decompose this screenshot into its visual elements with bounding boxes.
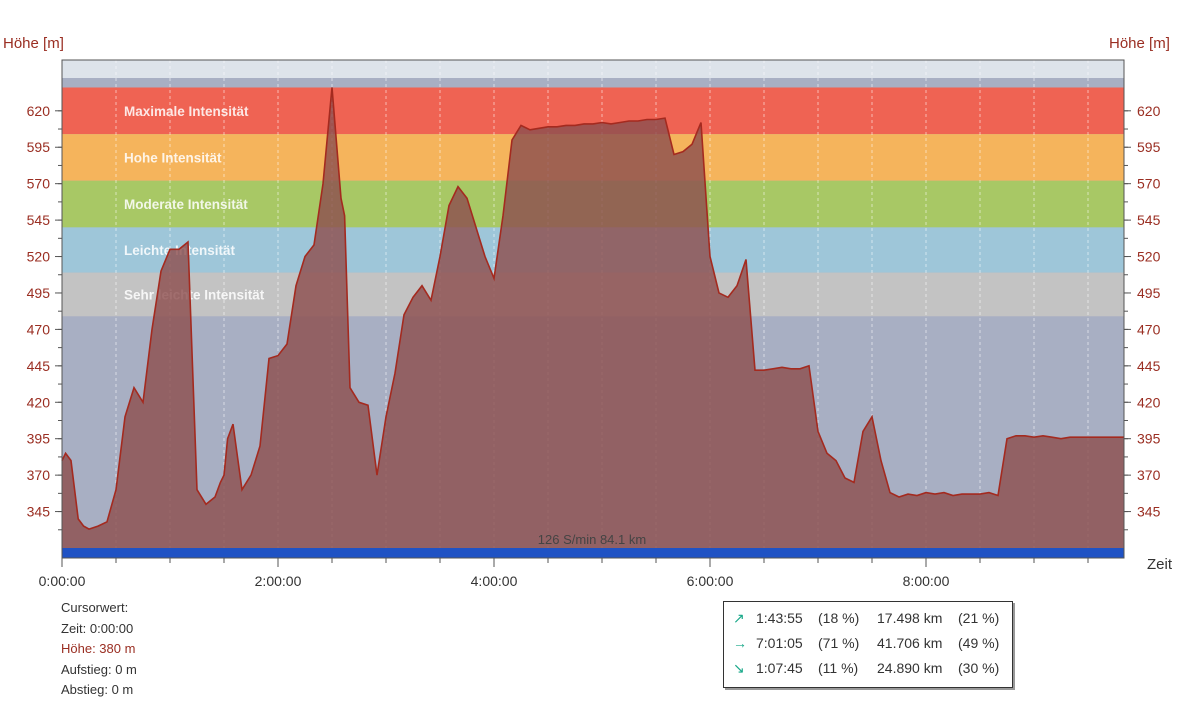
y-tick-label-left: 570 bbox=[27, 176, 51, 192]
y-tick-label-right: 395 bbox=[1137, 431, 1161, 447]
stat-distance: 17.498 km bbox=[877, 610, 943, 626]
cursor-heading: Cursorwert: bbox=[61, 600, 129, 615]
plot-frame bbox=[61, 59, 1125, 559]
cursor-info-panel: Cursorwert: Zeit: 0:00:00 Höhe: 380 m Au… bbox=[61, 598, 137, 701]
cursor-time: Zeit: 0:00:00 bbox=[61, 620, 134, 636]
elevation-area bbox=[62, 87, 1124, 548]
cursor-ascent: Aufstieg: 0 m bbox=[61, 661, 137, 677]
descent-arrow-icon: ↘ bbox=[733, 660, 745, 676]
grade-bar bbox=[62, 548, 1124, 558]
x-tick-label: 0:00:00 bbox=[39, 573, 86, 589]
stat-time-pct: (11 %) bbox=[818, 660, 859, 676]
x-tick-label: 4:00:00 bbox=[471, 573, 518, 589]
y-axis-label-left: Höhe [m] bbox=[3, 35, 64, 52]
stat-dist-pct: (49 %) bbox=[958, 635, 1000, 651]
cursor-descent: Abstieg: 0 m bbox=[61, 682, 134, 697]
zone-label: Hohe Intensität bbox=[124, 150, 222, 165]
y-tick-label-left: 445 bbox=[27, 358, 51, 374]
y-tick-label-right: 445 bbox=[1137, 358, 1161, 374]
zone-label: Sehr leichte Intensität bbox=[124, 287, 265, 302]
statistics-panel: ↗ 1:43:55 (18 %) 17.498 km (21 %) → 7:01… bbox=[723, 601, 1013, 688]
cursor-height: Höhe: 380 m bbox=[61, 641, 136, 656]
zone-label: Moderate Intensität bbox=[124, 197, 248, 212]
stat-distance: 41.706 km bbox=[877, 635, 943, 651]
stat-distance: 24.890 km bbox=[877, 660, 943, 676]
stat-time-pct: (18 %) bbox=[818, 610, 860, 626]
stat-row-flat: → 7:01:05 (71 %) 41.706 km (49 %) bbox=[724, 635, 1012, 657]
plot-top-band bbox=[62, 60, 1124, 78]
stat-time: 1:07:45 bbox=[756, 660, 803, 676]
y-tick-label-right: 345 bbox=[1137, 504, 1161, 520]
y-tick-label-right: 420 bbox=[1137, 394, 1161, 410]
y-tick-label-left: 520 bbox=[27, 249, 51, 265]
flat-arrow-icon: → bbox=[733, 635, 747, 651]
y-tick-label-right: 620 bbox=[1137, 103, 1161, 119]
y-tick-label-left: 370 bbox=[27, 467, 51, 483]
stat-time: 7:01:05 bbox=[756, 635, 803, 651]
y-tick-label-right: 570 bbox=[1137, 176, 1161, 192]
x-tick-label: 6:00:00 bbox=[687, 573, 734, 589]
y-tick-label-left: 595 bbox=[27, 139, 51, 155]
y-tick-label-left: 345 bbox=[27, 504, 51, 520]
y-axis-label-right: Höhe [m] bbox=[1109, 35, 1170, 52]
y-tick-label-left: 545 bbox=[27, 212, 51, 228]
x-axis-label: Zeit bbox=[1147, 556, 1173, 573]
stat-row-ascent: ↗ 1:43:55 (18 %) 17.498 km (21 %) bbox=[724, 610, 1012, 632]
ascent-arrow-icon: ↗ bbox=[733, 610, 745, 626]
y-tick-label-right: 470 bbox=[1137, 321, 1161, 337]
y-tick-label-right: 520 bbox=[1137, 249, 1161, 265]
x-tick-label: 2:00:00 bbox=[255, 573, 302, 589]
bottom-annotation: 126 S/min 84.1 km bbox=[538, 532, 646, 547]
stat-dist-pct: (21 %) bbox=[958, 610, 1000, 626]
x-tick-label: 8:00:00 bbox=[903, 573, 950, 589]
y-tick-label-left: 495 bbox=[27, 285, 51, 301]
stat-time: 1:43:55 bbox=[756, 610, 803, 626]
y-tick-label-left: 420 bbox=[27, 394, 51, 410]
y-tick-label-left: 620 bbox=[27, 103, 51, 119]
y-tick-label-right: 595 bbox=[1137, 139, 1161, 155]
stat-dist-pct: (30 %) bbox=[958, 660, 1000, 676]
y-tick-label-right: 545 bbox=[1137, 212, 1161, 228]
y-tick-label-right: 370 bbox=[1137, 467, 1161, 483]
y-tick-label-right: 495 bbox=[1137, 285, 1161, 301]
y-tick-label-left: 470 bbox=[27, 321, 51, 337]
elevation-line bbox=[61, 87, 1124, 530]
zone-label: Maximale Intensität bbox=[124, 104, 249, 119]
y-tick-label-left: 395 bbox=[27, 431, 51, 447]
stat-row-descent: ↘ 1:07:45 (11 %) 24.890 km (30 %) bbox=[724, 660, 1012, 682]
stat-time-pct: (71 %) bbox=[818, 635, 860, 651]
